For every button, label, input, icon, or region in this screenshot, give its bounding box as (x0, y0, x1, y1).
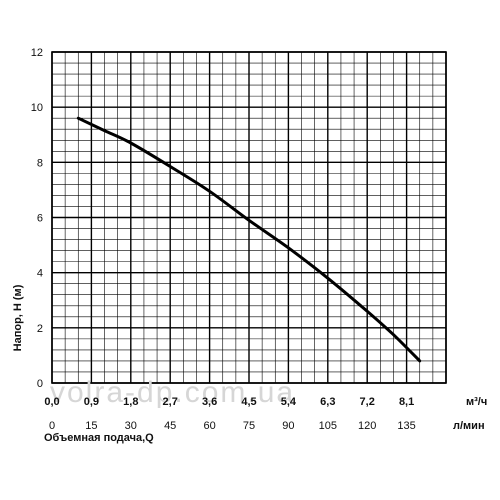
x-tick-labels-bottom: 0 15 30 45 60 75 90 105 120 135 (49, 420, 416, 432)
x-tick-label-bottom: 105 (319, 420, 337, 432)
x-tick-label-top: 8,1 (399, 396, 414, 408)
series-line (76, 116, 422, 363)
y-tick-label: 12 (31, 47, 43, 59)
x-tick-label-top: 4,5 (241, 396, 256, 408)
x-tick-labels-top: 0,0 0,9 1,8 2,7 3,6 4,5 5,4 6,3 7,2 8,1 (44, 396, 414, 408)
plot-border (51, 51, 447, 384)
x-tick-label-top: 0,9 (84, 396, 99, 408)
y-tick-label: 8 (37, 157, 43, 169)
x-tick-label-bottom: 120 (358, 420, 376, 432)
y-tick-label: 4 (37, 268, 43, 280)
x-tick-label-top: 5,4 (281, 396, 297, 408)
y-axis-label: Напор, Н (м) (12, 284, 24, 351)
watermark: volra-dp.com.ua (50, 376, 295, 409)
x-unit-bottom: л/мин (453, 420, 485, 432)
x-tick-label-bottom: 15 (85, 420, 97, 432)
x-tick-label-bottom: 75 (243, 420, 255, 432)
y-tick-label: 6 (37, 213, 43, 225)
x-tick-label-top: 6,3 (320, 396, 335, 408)
y-tick-label: 0 (37, 378, 43, 390)
y-tick-labels: 0 2 4 6 8 10 12 (31, 47, 43, 390)
x-unit-top: м³/ч (466, 396, 487, 408)
y-tick-label: 10 (31, 102, 43, 114)
x-tick-label-top: 0,0 (44, 396, 59, 408)
x-tick-label-top: 3,6 (202, 396, 217, 408)
x-tick-label-bottom: 90 (282, 420, 294, 432)
x-tick-label-bottom: 30 (125, 420, 137, 432)
x-axis-label: Объемная подача,Q (44, 432, 154, 444)
x-tick-label-bottom: 0 (49, 420, 55, 432)
x-tick-label-bottom: 135 (397, 420, 415, 432)
x-tick-label-top: 7,2 (360, 396, 375, 408)
x-tick-label-top: 1,8 (123, 396, 138, 408)
x-tick-label-top: 2,7 (163, 396, 178, 408)
y-tick-label: 2 (37, 323, 43, 335)
series-group (76, 116, 422, 363)
x-tick-label-bottom: 60 (203, 420, 215, 432)
x-tick-label-bottom: 45 (164, 420, 176, 432)
